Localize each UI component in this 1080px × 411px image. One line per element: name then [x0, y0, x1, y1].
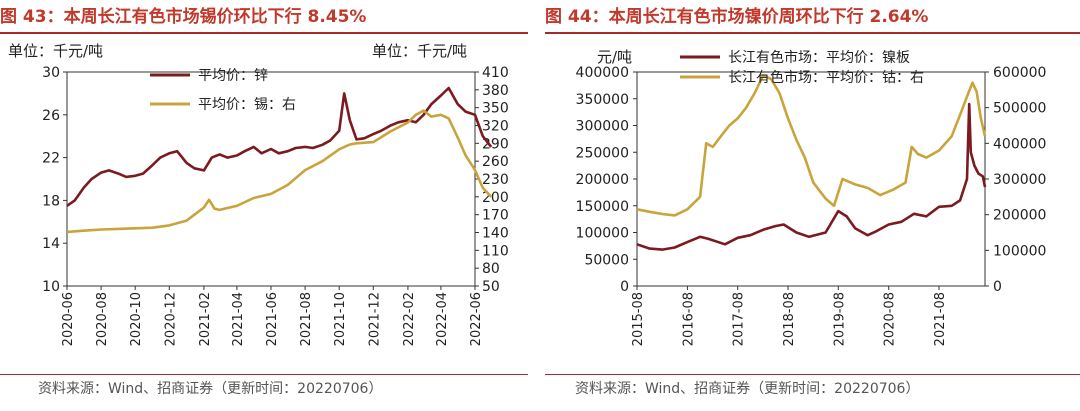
bottom-divider	[545, 374, 1080, 375]
x-tick-label: 2021-12	[367, 292, 382, 346]
y-left-tick-label: 0	[620, 279, 629, 295]
y-right-tick-label: 300000	[993, 172, 1046, 188]
y-right-tick-label: 500000	[993, 101, 1046, 117]
x-tick-label: 2019-08	[832, 292, 847, 346]
y-right-tick-label: 50	[482, 279, 500, 295]
legend-label: 平均价：锌	[198, 68, 268, 84]
y-left-tick-label: 150000	[576, 199, 629, 215]
x-tick-label: 2022-06	[469, 292, 484, 346]
y-right-tick-label: 410	[482, 65, 509, 81]
title-divider	[0, 32, 528, 34]
y-right-tick-label: 170	[482, 208, 509, 224]
y-right-tick-label: 110	[482, 243, 509, 259]
x-tick-label: 2021-04	[231, 292, 246, 346]
series-line	[636, 74, 987, 217]
tin-zinc-chart: 1014182226305080110140170200230260290320…	[42, 65, 509, 346]
series-line	[66, 109, 493, 234]
y-right-tick-label: 140	[482, 226, 509, 242]
y-left-tick-label: 300000	[576, 119, 629, 135]
y-left-tick-label: 26	[42, 108, 60, 124]
y-left-tick-label: 14	[42, 236, 60, 252]
series-line	[66, 86, 493, 207]
x-tick-label: 2020-06	[61, 292, 76, 346]
x-tick-label: 2021-02	[198, 292, 213, 346]
x-tick-label: 2020-08	[95, 292, 110, 346]
legend-label: 平均价：锡：右	[198, 97, 296, 113]
x-tick-label: 2020-10	[129, 292, 144, 346]
x-tick-label: 2016-08	[681, 292, 696, 346]
right-axis-unit: 单位：千元/吨	[372, 42, 468, 60]
x-tick-label: 2021-10	[333, 292, 348, 346]
series-line	[636, 102, 987, 251]
y-right-tick-label: 380	[482, 83, 509, 99]
y-right-tick-label: 260	[482, 154, 509, 170]
x-tick-label: 2022-02	[402, 292, 417, 346]
y-left-tick-label: 30	[42, 65, 60, 81]
left-axis-unit: 单位：千元/吨	[8, 42, 104, 60]
y-right-tick-label: 0	[993, 279, 1002, 295]
y-right-tick-label: 400000	[993, 136, 1046, 152]
nickel-cobalt-chart: 0 50000 100000 150000 200000 250000 300000 3500…	[576, 49, 1047, 346]
x-tick-label: 2021-08	[299, 292, 314, 346]
bottom-divider	[0, 374, 528, 375]
y-right-tick-label: 230	[482, 172, 509, 188]
left-axis-unit: 元/吨	[597, 48, 633, 66]
y-left-tick-label: 10	[42, 279, 60, 295]
legend-label: 长江有色市场：平均价：钴：右	[728, 69, 924, 86]
y-left-tick-label: 400000	[576, 65, 629, 81]
y-right-tick-label: 350	[482, 101, 509, 117]
y-left-tick-label: 18	[42, 193, 60, 209]
x-tick-label: 2021-08	[933, 292, 948, 346]
y-left-tick-label: 200000	[576, 172, 629, 188]
x-tick-label: 2021-06	[265, 292, 280, 346]
y-right-tick-label: 600000	[993, 65, 1046, 81]
source-note: 资料来源：Wind、招商证券（更新时间：20220706）	[575, 381, 920, 397]
x-tick-label: 2020-12	[163, 292, 178, 346]
figure-title: 图 43：本周长江有色市场锡价环比下行 8.45%	[0, 7, 367, 27]
y-left-tick-label: 22	[42, 151, 60, 167]
legend-label: 长江有色市场：平均价：镍板	[728, 49, 910, 66]
chart-panel-nickel-cobalt: 图 44：本周长江有色市场镍价周环比下行 2.64% 元/吨 0 50000 100…	[545, 0, 1080, 411]
x-tick-label: 2015-08	[631, 292, 646, 346]
x-tick-label: 2018-08	[782, 292, 797, 346]
y-left-tick-label: 100000	[576, 226, 629, 242]
y-right-tick-label: 80	[482, 261, 500, 277]
x-tick-label: 2022-04	[435, 292, 450, 346]
y-left-tick-label: 50000	[584, 252, 629, 268]
y-right-tick-label: 100000	[993, 243, 1046, 259]
y-left-tick-label: 350000	[576, 92, 629, 108]
title-divider	[545, 32, 1080, 34]
y-right-tick-label: 290	[482, 136, 509, 152]
x-tick-label: 2020-08	[883, 292, 898, 346]
x-tick-label: 2017-08	[732, 292, 747, 346]
y-right-tick-label: 320	[482, 119, 509, 135]
y-right-tick-label: 200000	[993, 208, 1046, 224]
y-left-tick-label: 250000	[576, 145, 629, 161]
chart-panel-tin-zinc: 图 43：本周长江有色市场锡价环比下行 8.45% 单位：千元/吨 单位：千元/…	[0, 0, 530, 411]
source-note: 资料来源：Wind、招商证券（更新时间：20220706）	[38, 381, 383, 397]
figure-title: 图 44：本周长江有色市场镍价周环比下行 2.64%	[545, 7, 929, 27]
